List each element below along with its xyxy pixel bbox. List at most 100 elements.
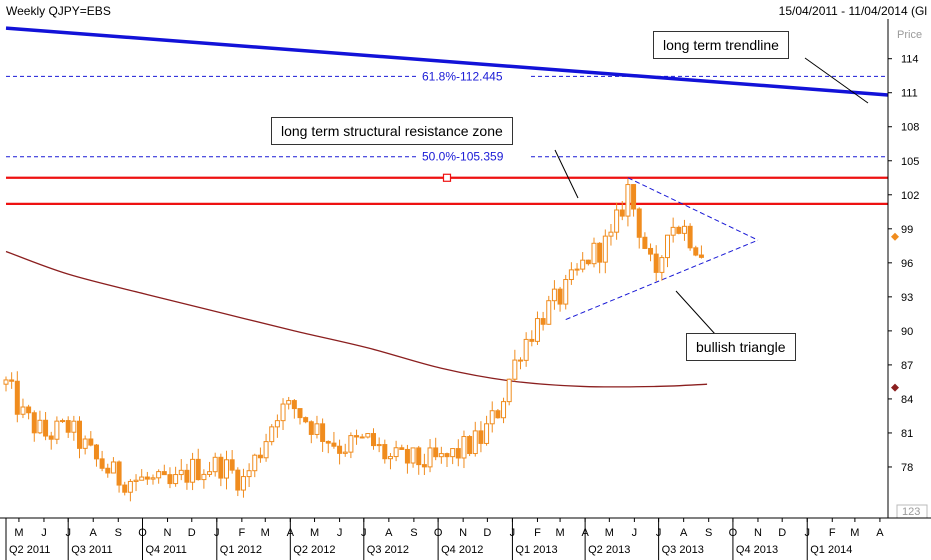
price-tick-label: 102 xyxy=(901,190,919,202)
price-tick-label: 96 xyxy=(901,258,913,270)
candle-body xyxy=(144,476,150,480)
candle-body xyxy=(263,441,269,459)
candle-body xyxy=(3,379,9,385)
price-axis: Price 114 111 108 105 102 99 96 93 90 87 84 81 78 123 xyxy=(887,19,928,519)
candle-body xyxy=(173,474,179,485)
candle-body xyxy=(608,231,614,237)
candle-body xyxy=(387,456,393,460)
candle-body xyxy=(110,461,116,474)
candle-body xyxy=(252,454,258,472)
candle-body xyxy=(382,444,388,460)
candle-body xyxy=(240,476,246,491)
candle-body xyxy=(619,209,625,217)
candle-body xyxy=(648,247,654,255)
candle-body xyxy=(14,380,20,415)
candle-body xyxy=(65,420,71,433)
candle-body xyxy=(127,480,133,493)
candle-body xyxy=(43,419,49,437)
month-tick-label: D xyxy=(483,527,491,539)
month-tick-label: S xyxy=(115,527,122,539)
price-axis-title: Price xyxy=(897,29,922,41)
candle-body xyxy=(88,438,94,446)
candle-body xyxy=(393,447,399,458)
candle-body xyxy=(698,254,704,258)
candle-body xyxy=(557,288,563,305)
month-tick-label: D xyxy=(778,527,786,539)
month-tick-label: N xyxy=(164,527,172,539)
price-tick-label: 108 xyxy=(901,122,919,134)
candle-body xyxy=(257,454,263,459)
month-tick-label: A xyxy=(680,527,688,539)
candle-body xyxy=(568,269,574,281)
fib-level-label: 61.8%-112.445 xyxy=(422,69,503,83)
candle-body xyxy=(82,438,88,449)
price-level-marker xyxy=(891,232,899,241)
candle-body xyxy=(529,338,535,342)
candle-body xyxy=(229,459,235,471)
month-tick-label: F xyxy=(238,527,245,539)
price-tick-label: 105 xyxy=(901,156,919,168)
candle-body xyxy=(540,318,546,325)
triangle-callout: bullish triangle xyxy=(686,333,796,361)
candle-body xyxy=(77,420,82,449)
candle-body xyxy=(433,447,439,458)
price-tick-label: 87 xyxy=(901,360,913,372)
quarter-label: Q3 2011 xyxy=(71,544,112,556)
candle-body xyxy=(26,406,32,414)
triangle-lower-line xyxy=(565,239,759,320)
candle-body xyxy=(280,403,286,422)
candle-body xyxy=(512,359,518,380)
month-tick-label: M xyxy=(850,527,859,539)
candle-body xyxy=(687,225,693,249)
candle-body xyxy=(195,458,201,481)
price-tick-label: 99 xyxy=(901,224,913,236)
candle-body xyxy=(303,417,309,423)
price-tick-label: 93 xyxy=(901,292,913,304)
price-tick-label: 90 xyxy=(901,326,913,338)
candle-body xyxy=(693,247,699,256)
candle-body xyxy=(116,461,122,486)
candle-body xyxy=(376,444,382,447)
month-tick-label: A xyxy=(876,527,884,539)
date-range: 15/04/2011 - 11/04/2014 (Gl xyxy=(778,4,927,18)
candle-body xyxy=(404,448,410,464)
candle-body xyxy=(218,456,224,479)
candle-body xyxy=(461,436,467,459)
candle-body xyxy=(574,268,580,271)
month-tick-label: M xyxy=(605,527,614,539)
candle-body xyxy=(399,447,405,450)
candle-body xyxy=(359,436,365,439)
candle-body xyxy=(427,447,433,468)
price-tick-label: 81 xyxy=(901,428,913,440)
candle-body xyxy=(585,259,591,265)
quarter-label: Q4 2011 xyxy=(146,544,187,556)
candle-body xyxy=(246,470,252,478)
candle-body xyxy=(71,420,77,433)
candle-body xyxy=(534,318,540,342)
candle-body xyxy=(546,300,552,325)
candle-body xyxy=(438,453,444,458)
candle-body xyxy=(20,406,26,415)
month-tick-label: F xyxy=(829,527,836,539)
candle-body xyxy=(60,420,66,423)
month-tick-label: A xyxy=(385,527,393,539)
candle-body xyxy=(670,226,676,236)
candle-body xyxy=(506,378,512,403)
candle-body xyxy=(478,430,484,444)
candle-body xyxy=(190,458,196,483)
candle-body xyxy=(602,235,608,263)
price-tick-label: 78 xyxy=(901,462,913,474)
candle-body xyxy=(455,448,461,459)
time-axis: MJJASONDJFMAMJJASONDJFMAMJJASONDJFMAQ2 2… xyxy=(0,517,931,560)
candle-body xyxy=(676,226,682,234)
candle-body xyxy=(631,184,637,210)
fib-label-bg xyxy=(418,68,530,84)
quarter-label: Q1 2012 xyxy=(220,544,262,556)
candle-body xyxy=(201,473,207,481)
month-tick-label: M xyxy=(261,527,270,539)
candle-body xyxy=(133,479,139,482)
candle-body xyxy=(444,453,450,458)
candle-body xyxy=(308,421,314,435)
